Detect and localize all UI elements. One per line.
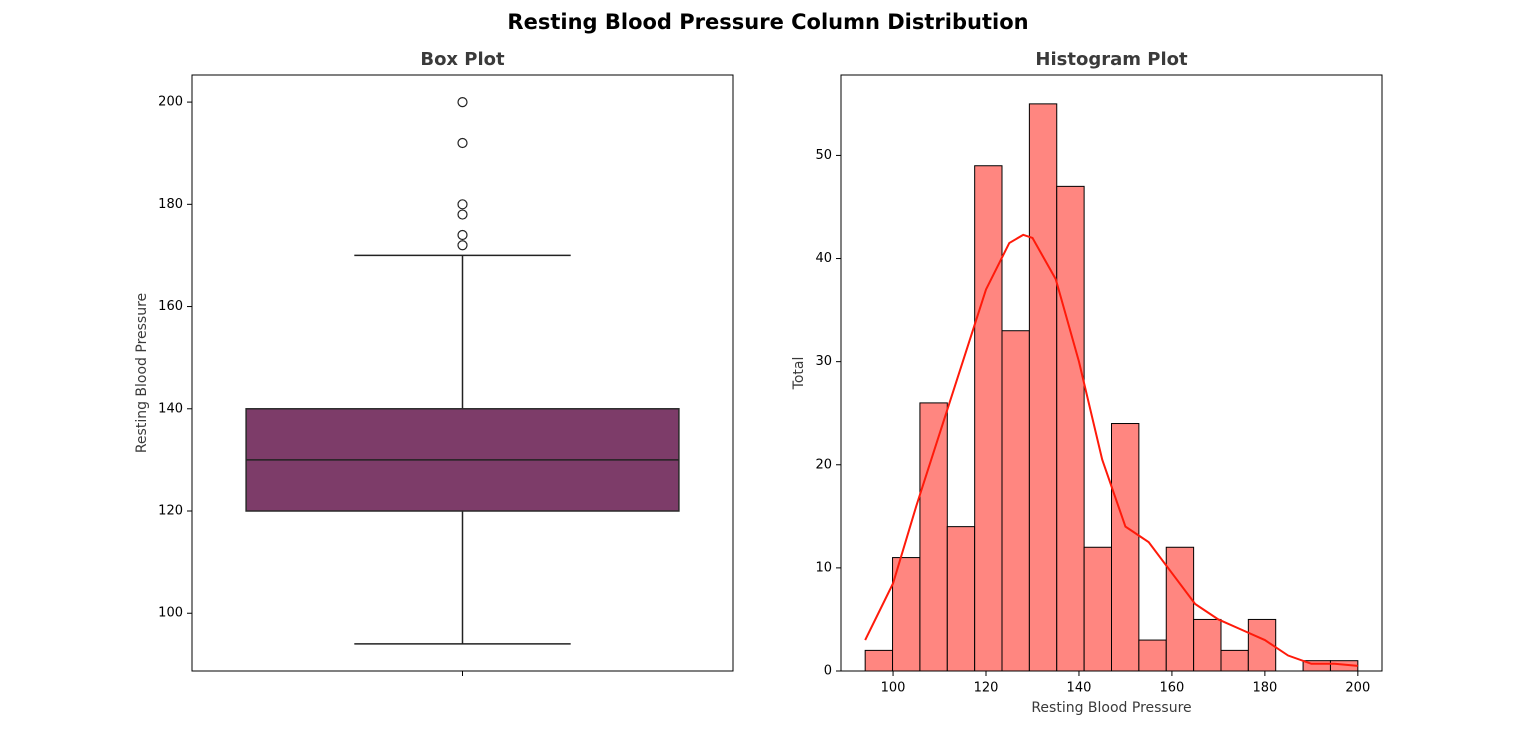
x-tick-label: 180: [1252, 681, 1277, 696]
bar: [892, 557, 921, 672]
bar: [1111, 423, 1140, 672]
bar: [864, 649, 894, 672]
figure-title: Resting Blood Pressure Column Distributi…: [507, 10, 1028, 34]
outlier: [457, 240, 468, 251]
y-tick-label: 100: [158, 606, 183, 621]
y-tick-label: 20: [815, 457, 832, 472]
x-tick-label: 140: [1067, 681, 1092, 696]
y-tick-label: 180: [158, 197, 183, 212]
y-tick-label: 160: [158, 299, 183, 314]
bar: [1001, 330, 1030, 672]
y-tick-label: 0: [824, 664, 832, 679]
outlier: [457, 209, 468, 220]
x-tick-label: 100: [881, 681, 906, 696]
panel-title: Histogram Plot: [1035, 49, 1188, 70]
outlier: [457, 137, 468, 149]
outlier: [457, 199, 468, 210]
axes-frame: [191, 74, 734, 672]
y-axis-label: Total: [791, 357, 807, 391]
y-tick-label: 120: [158, 504, 183, 519]
y-tick-label: 30: [815, 354, 832, 369]
bar: [1193, 618, 1222, 672]
bar: [1165, 546, 1195, 672]
kde-line: [864, 233, 1358, 667]
bar: [1083, 546, 1112, 672]
axes-frame: [840, 74, 1383, 672]
y-tick-label: 140: [158, 401, 183, 416]
x-tick-label: 200: [1345, 681, 1370, 696]
bar: [946, 526, 976, 672]
bar: [919, 402, 948, 672]
x-axis-label: Resting Blood Pressure: [1031, 700, 1191, 716]
x-tick-label: 120: [974, 681, 999, 696]
bar: [1138, 639, 1167, 672]
bar: [1056, 185, 1085, 672]
panel-title: Box Plot: [420, 49, 505, 70]
y-tick-label: 10: [815, 560, 832, 575]
y-axis-label: Resting Blood Pressure: [134, 293, 150, 453]
bar: [1028, 103, 1058, 672]
x-tick-label: 160: [1160, 681, 1185, 696]
bar: [974, 165, 1003, 672]
y-tick-label: 40: [815, 251, 832, 266]
outlier: [457, 229, 468, 241]
bar: [1220, 649, 1249, 672]
y-tick-label: 50: [815, 148, 832, 163]
outlier: [457, 96, 468, 108]
y-tick-label: 200: [158, 95, 183, 110]
